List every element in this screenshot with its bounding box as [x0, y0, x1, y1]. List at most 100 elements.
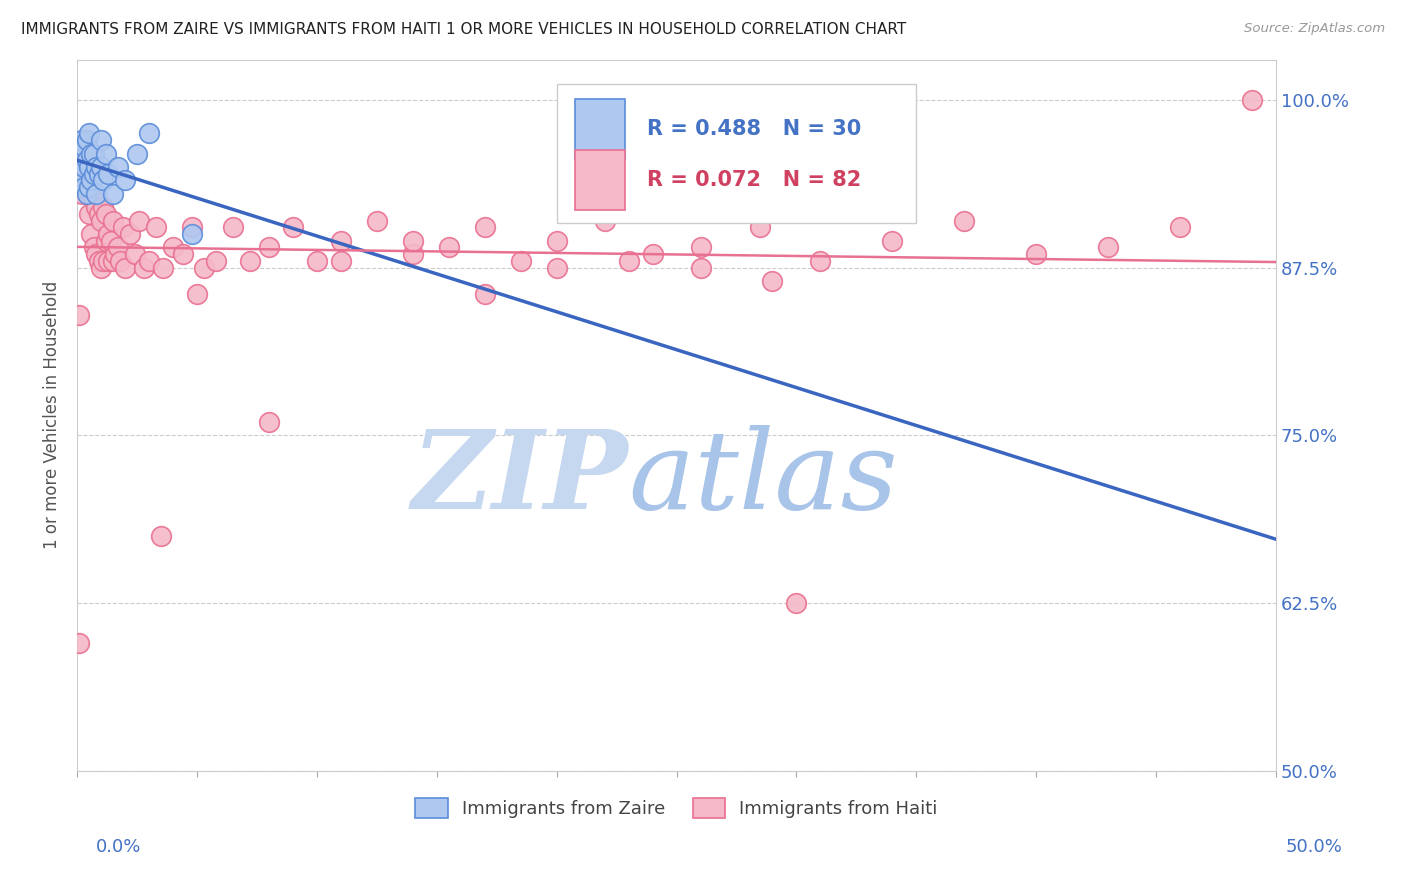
Point — [1168, 220, 1191, 235]
Point — [1025, 247, 1047, 261]
Point — [138, 253, 160, 268]
Point — [641, 247, 664, 261]
Point — [90, 213, 112, 227]
Point — [93, 200, 115, 214]
Bar — [575, 99, 626, 159]
Point — [107, 160, 129, 174]
Point — [402, 247, 425, 261]
Point — [77, 173, 100, 187]
Text: 0.0%: 0.0% — [96, 838, 141, 855]
Point — [93, 173, 115, 187]
Point — [83, 146, 105, 161]
Point — [689, 240, 711, 254]
Point — [80, 173, 103, 187]
Point — [181, 227, 204, 241]
Point — [83, 194, 105, 208]
Point — [329, 234, 352, 248]
Point — [222, 220, 245, 235]
Legend: Immigrants from Zaire, Immigrants from Haiti: Immigrants from Zaire, Immigrants from H… — [408, 790, 945, 826]
Point — [76, 180, 98, 194]
Point — [70, 133, 93, 147]
Point — [80, 146, 103, 161]
Point — [70, 140, 93, 154]
Text: 50.0%: 50.0% — [1286, 838, 1343, 855]
Point — [134, 260, 156, 275]
Point — [97, 167, 120, 181]
Point — [145, 220, 167, 235]
Point — [617, 253, 640, 268]
Point — [70, 186, 93, 201]
Point — [172, 247, 194, 261]
Point — [94, 234, 117, 248]
Point — [150, 529, 173, 543]
Point — [80, 186, 103, 201]
Point — [73, 160, 96, 174]
Point — [87, 207, 110, 221]
Text: IMMIGRANTS FROM ZAIRE VS IMMIGRANTS FROM HAITI 1 OR MORE VEHICLES IN HOUSEHOLD C: IMMIGRANTS FROM ZAIRE VS IMMIGRANTS FROM… — [21, 22, 907, 37]
Point — [73, 160, 96, 174]
Text: R = 0.072   N = 82: R = 0.072 N = 82 — [647, 170, 860, 190]
Point — [118, 227, 141, 241]
Point — [162, 240, 184, 254]
Point — [83, 240, 105, 254]
Y-axis label: 1 or more Vehicles in Household: 1 or more Vehicles in Household — [44, 281, 60, 549]
Point — [73, 180, 96, 194]
Point — [366, 213, 388, 227]
Point — [785, 596, 807, 610]
Point — [70, 153, 93, 168]
Point — [90, 160, 112, 174]
Point — [114, 173, 136, 187]
Point — [509, 253, 531, 268]
Point — [76, 186, 98, 201]
Point — [281, 220, 304, 235]
Point — [90, 133, 112, 147]
Point — [69, 636, 91, 650]
Point — [110, 253, 132, 268]
Point — [808, 253, 831, 268]
Point — [84, 186, 107, 201]
Point — [94, 146, 117, 161]
Point — [100, 234, 122, 248]
Point — [77, 180, 100, 194]
Point — [77, 146, 100, 161]
Point — [181, 220, 204, 235]
Point — [546, 260, 568, 275]
Point — [104, 247, 127, 261]
Point — [97, 253, 120, 268]
Point — [1097, 240, 1119, 254]
Point — [305, 253, 328, 268]
Point — [84, 160, 107, 174]
Point — [474, 220, 496, 235]
Point — [593, 213, 616, 227]
Point — [186, 287, 208, 301]
Point — [93, 253, 115, 268]
Point — [69, 308, 91, 322]
Point — [101, 253, 124, 268]
Text: R = 0.488   N = 30: R = 0.488 N = 30 — [647, 119, 860, 139]
Point — [80, 146, 103, 161]
Point — [73, 140, 96, 154]
Point — [239, 253, 262, 268]
Point — [257, 415, 280, 429]
Point — [125, 146, 148, 161]
Point — [437, 240, 460, 254]
Point — [1240, 93, 1263, 107]
Point — [80, 227, 103, 241]
Point — [257, 240, 280, 254]
Text: Source: ZipAtlas.com: Source: ZipAtlas.com — [1244, 22, 1385, 36]
Text: ZIP: ZIP — [412, 425, 628, 533]
Point — [76, 133, 98, 147]
Point — [97, 227, 120, 241]
Point — [138, 127, 160, 141]
Point — [474, 287, 496, 301]
Point — [87, 167, 110, 181]
Point — [101, 213, 124, 227]
Point — [84, 247, 107, 261]
Point — [124, 247, 146, 261]
Point — [77, 127, 100, 141]
Point — [193, 260, 215, 275]
Point — [114, 260, 136, 275]
Point — [94, 207, 117, 221]
Bar — [575, 150, 626, 211]
Point — [128, 213, 150, 227]
